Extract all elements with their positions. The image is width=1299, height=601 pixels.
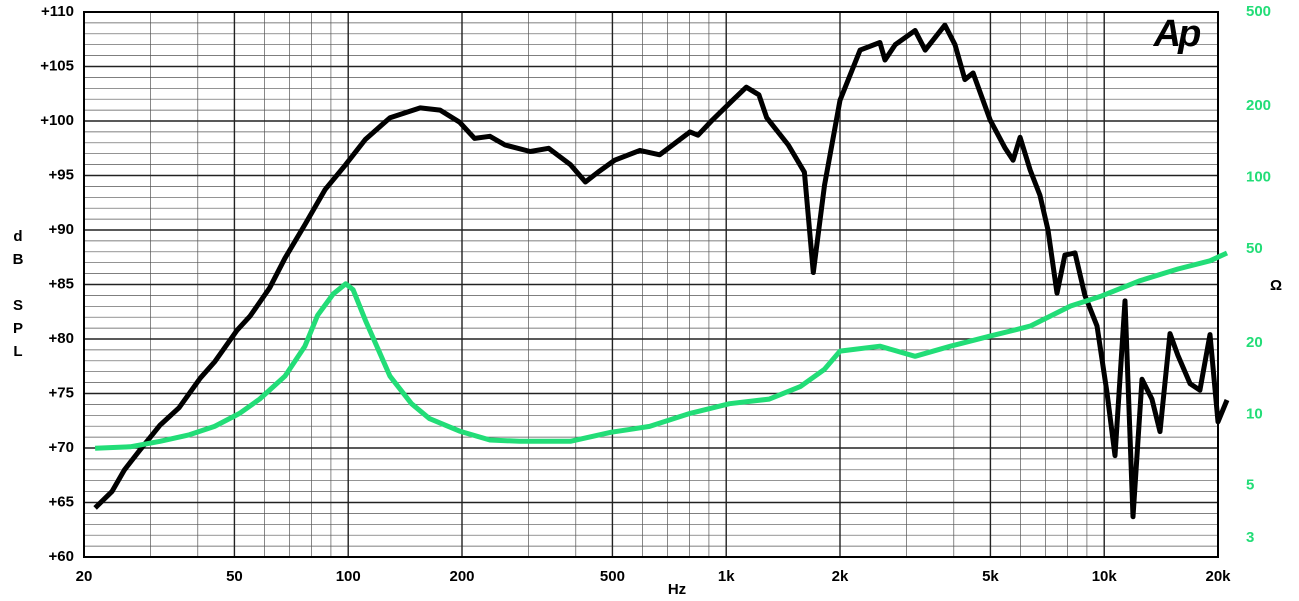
x-tick-label: 20 xyxy=(76,568,93,585)
y-axis-label: dB SPL xyxy=(10,228,27,366)
logo: Ap xyxy=(1153,13,1200,55)
x-tick-label: 5k xyxy=(982,568,999,585)
x-tick-label: 200 xyxy=(449,568,474,585)
y2-tick-label: 3 xyxy=(1246,529,1254,546)
x-tick-label: 1k xyxy=(718,568,735,585)
y-tick-label: +70 xyxy=(49,439,74,456)
x-tick-label: 10k xyxy=(1092,568,1118,585)
x-tick-label: 2k xyxy=(832,568,849,585)
y2-tick-label: 10 xyxy=(1246,405,1263,422)
y-tick-label: +90 xyxy=(49,221,74,238)
x-tick-label: 50 xyxy=(226,568,243,585)
y2-tick-label: 100 xyxy=(1246,169,1271,186)
x-axis-label: Hz xyxy=(668,581,686,598)
y-tick-label: +95 xyxy=(49,166,74,183)
y-tick-label: +100 xyxy=(40,112,74,129)
y2-tick-label: 50 xyxy=(1246,240,1263,257)
x-tick-label: 100 xyxy=(336,568,361,585)
plot-frame xyxy=(83,11,1219,558)
line xyxy=(93,22,1230,520)
y-tick-label: +80 xyxy=(49,330,74,347)
y2-tick-label: 200 xyxy=(1246,97,1271,114)
x-tick-label: 500 xyxy=(600,568,625,585)
y-tick-label: +60 xyxy=(49,548,74,565)
y-tick-label: +85 xyxy=(49,275,74,292)
y-tick-label: +110 xyxy=(41,3,74,20)
grid xyxy=(83,11,1219,558)
y2-tick-label: 500 xyxy=(1246,3,1271,20)
y2-tick-label: 20 xyxy=(1246,334,1263,351)
y2-axis-label: Ω xyxy=(1270,277,1282,294)
x-tick-label: 20k xyxy=(1205,568,1231,585)
y-tick-label: +75 xyxy=(49,384,74,401)
line xyxy=(95,250,1229,451)
y-tick-label: +105 xyxy=(40,57,74,74)
y-tick-label: +65 xyxy=(49,493,74,510)
y2-tick-label: 5 xyxy=(1246,477,1254,494)
